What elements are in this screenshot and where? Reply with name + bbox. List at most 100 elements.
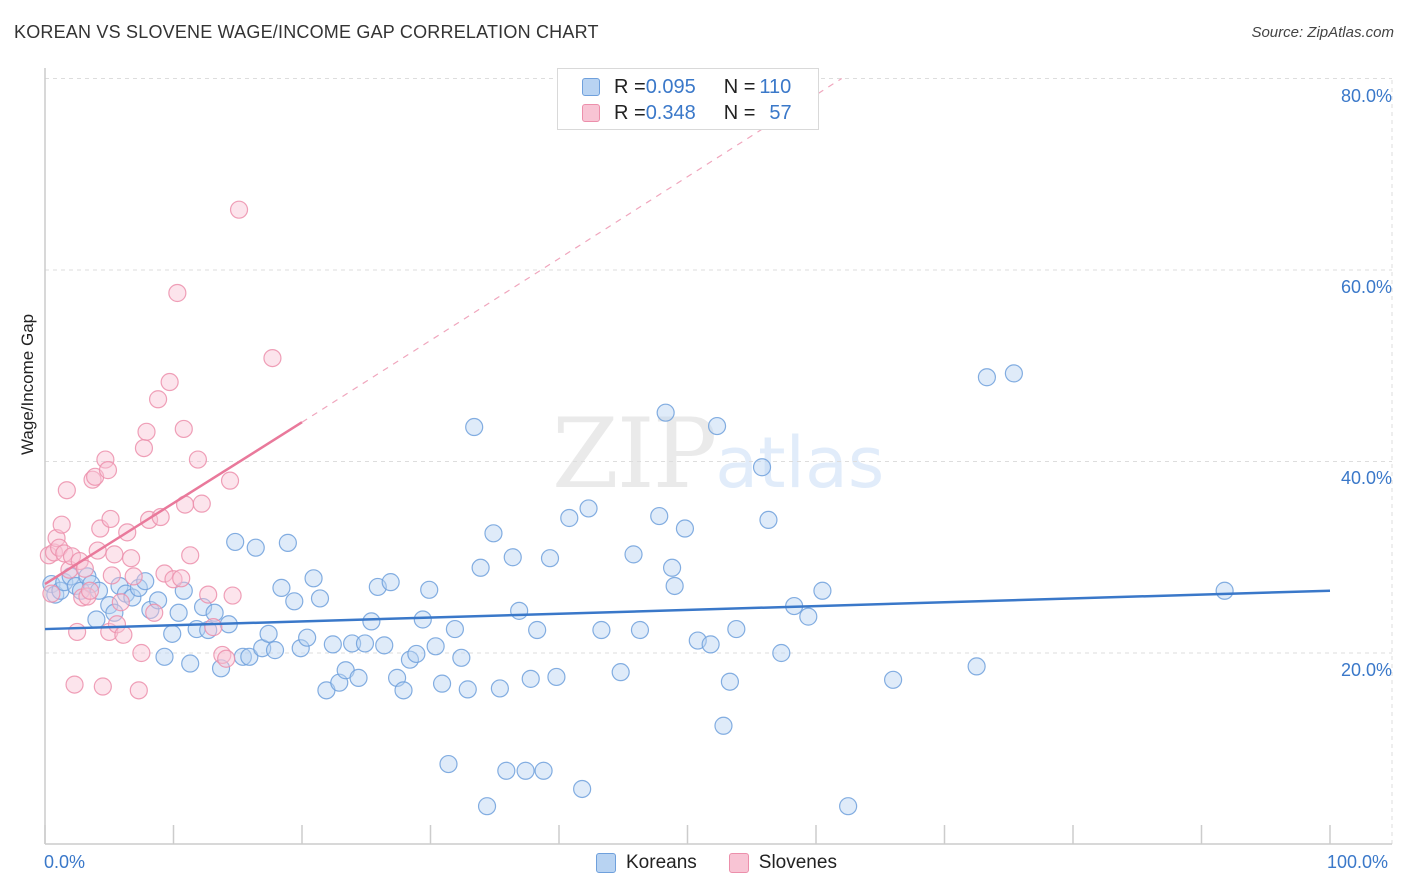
slovene-point	[223, 586, 242, 605]
korean-point	[592, 620, 611, 640]
slovene-point	[217, 649, 236, 668]
korean-point	[439, 754, 458, 774]
x-tick-label-max: 100.0%	[1327, 852, 1389, 872]
trend-layer	[44, 77, 1331, 631]
slovene-point	[39, 546, 58, 565]
korean-point	[1215, 581, 1234, 600]
legend-item-koreans[interactable]: Koreans	[596, 852, 697, 874]
korean-point	[727, 619, 746, 639]
korean-point	[458, 680, 477, 699]
legend-item-slovenes[interactable]: Slovenes	[728, 852, 837, 874]
korean-point	[839, 797, 858, 816]
korean-point	[285, 592, 304, 611]
slovene-point	[137, 422, 156, 441]
slovene-point	[102, 566, 121, 585]
korean-point	[123, 588, 142, 607]
korean-point	[813, 581, 832, 600]
slovene-point	[101, 509, 120, 529]
korean-point	[967, 657, 986, 676]
slovene-point	[229, 200, 249, 219]
slovene-point	[148, 390, 168, 409]
slovene-point	[93, 677, 112, 696]
koreans-legend-swatch	[596, 853, 616, 873]
slovene-point	[50, 538, 69, 557]
korean-point	[977, 368, 997, 387]
slovenes-swatch	[582, 104, 600, 122]
slovene-trend-extension	[301, 77, 843, 423]
slovene-point	[105, 545, 124, 564]
korean-point	[265, 641, 285, 660]
slovene-point	[52, 515, 71, 534]
korean-point	[355, 634, 375, 653]
r-value-koreans: 0.095	[645, 75, 696, 98]
slovene-point	[164, 570, 183, 589]
slovene-point	[124, 567, 143, 586]
slovene-point	[65, 675, 84, 694]
slovene-point	[172, 569, 191, 588]
slovene-point	[121, 549, 141, 568]
watermark-zip: ZIP	[552, 398, 717, 510]
korean-point	[665, 576, 684, 596]
korean-point	[304, 569, 323, 588]
slovene-point	[181, 546, 200, 565]
korean-point	[362, 612, 381, 631]
korean-point	[510, 601, 529, 620]
r-label: R =	[614, 101, 646, 124]
legend-row-slovenes: R = 0.348 N = 57	[582, 101, 792, 125]
korean-point	[394, 681, 413, 700]
y-tick-label-80: 80.0%	[1340, 86, 1392, 106]
korean-point	[129, 578, 148, 597]
korean-point	[528, 620, 547, 640]
korean-point	[573, 779, 592, 799]
korean-point	[420, 580, 439, 599]
korean-point	[465, 417, 484, 437]
slovene-point	[107, 615, 127, 634]
stats-legend: R = 0.095 N = 110 R = 0.348 N = 57	[557, 68, 819, 130]
source-label: Source: ZipAtlas.com	[1251, 24, 1394, 41]
slovene-point	[68, 622, 87, 642]
korean-point	[675, 519, 695, 538]
korean-point	[772, 643, 791, 663]
korean-point	[87, 610, 106, 629]
axis-layer	[44, 68, 1392, 845]
korean-point	[381, 573, 400, 592]
n-label: N =	[723, 75, 756, 98]
korean-point	[883, 670, 903, 689]
slovene-point	[192, 494, 211, 513]
korean-point	[310, 589, 330, 608]
slovene-point	[174, 419, 193, 439]
y-tick-label-40: 40.0%	[1340, 468, 1392, 488]
koreans-swatch	[582, 78, 600, 96]
korean-point	[656, 403, 675, 422]
slovenes-legend-swatch	[728, 853, 749, 873]
korean-point	[701, 635, 720, 654]
korean-point	[624, 545, 643, 564]
korean-point	[611, 663, 630, 682]
series-legend: Koreans Slovenes	[596, 852, 869, 874]
korean-point	[272, 578, 291, 597]
korean-point	[650, 506, 669, 526]
slovene-point	[263, 348, 282, 368]
slovene-point	[199, 585, 218, 604]
points-layer	[39, 200, 1234, 816]
korean-point	[490, 679, 509, 698]
korean-point	[662, 558, 682, 577]
korean-point	[199, 620, 218, 640]
korean-trend-line	[44, 589, 1331, 631]
korean-point	[484, 524, 503, 543]
korean-point	[560, 508, 579, 528]
korean-point	[246, 538, 265, 557]
korean-point	[343, 634, 362, 653]
slovene-point	[134, 438, 154, 458]
korean-point	[503, 548, 522, 567]
korean-point	[226, 532, 245, 552]
slovenes-legend-label: Slovenes	[758, 852, 837, 873]
legend-row-koreans: R = 0.095 N = 110	[582, 75, 791, 99]
korean-point	[579, 499, 598, 518]
korean-point	[426, 637, 445, 656]
slovene-point	[96, 450, 115, 469]
korean-point	[471, 558, 490, 577]
korean-point	[432, 674, 452, 693]
korean-point	[547, 667, 566, 687]
slovene-point	[83, 470, 102, 489]
